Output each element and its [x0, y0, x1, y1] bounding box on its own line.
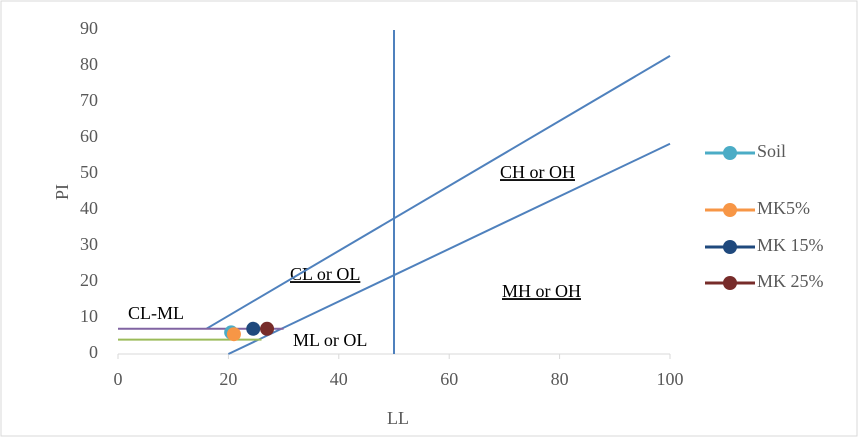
- y-tick-label: 60: [80, 126, 98, 146]
- legend-marker: [723, 203, 737, 217]
- x-tick-label: 100: [657, 369, 684, 389]
- y-tick-label: 10: [80, 306, 98, 326]
- x-axis-label: LL: [387, 408, 409, 428]
- y-tick-label: 80: [80, 54, 98, 74]
- annotation: CL-ML: [128, 303, 184, 323]
- legend-marker: [723, 276, 737, 290]
- y-tick-label: 0: [89, 342, 98, 362]
- legend-label: MK5%: [757, 198, 810, 218]
- legend-label: MK 15%: [757, 235, 824, 255]
- legend-label: MK 25%: [757, 271, 824, 291]
- y-tick-label: 90: [80, 18, 98, 38]
- x-tick-label: 20: [219, 369, 237, 389]
- reference-line: [205, 55, 671, 330]
- x-tick-label: 60: [440, 369, 458, 389]
- x-tick-label: 40: [330, 369, 348, 389]
- point: [246, 321, 261, 336]
- reference-line: [227, 142, 671, 355]
- y-tick-label: 70: [80, 90, 98, 110]
- y-tick-label: 30: [80, 234, 98, 254]
- x-tick-label: 0: [114, 369, 123, 389]
- legend-label: Soil: [757, 141, 786, 161]
- point: [226, 327, 241, 342]
- y-tick-label: 50: [80, 162, 98, 182]
- y-tick-label: 40: [80, 198, 98, 218]
- y-axis-label: PI: [52, 184, 72, 200]
- legend-marker: [723, 240, 737, 254]
- legend-marker: [723, 146, 737, 160]
- point: [260, 321, 275, 336]
- annotation: CH or OH: [500, 162, 575, 182]
- x-tick-label: 80: [551, 369, 569, 389]
- y-tick-label: 20: [80, 270, 98, 290]
- annotation: ML or OL: [293, 330, 367, 350]
- annotation: MH or OH: [502, 281, 581, 301]
